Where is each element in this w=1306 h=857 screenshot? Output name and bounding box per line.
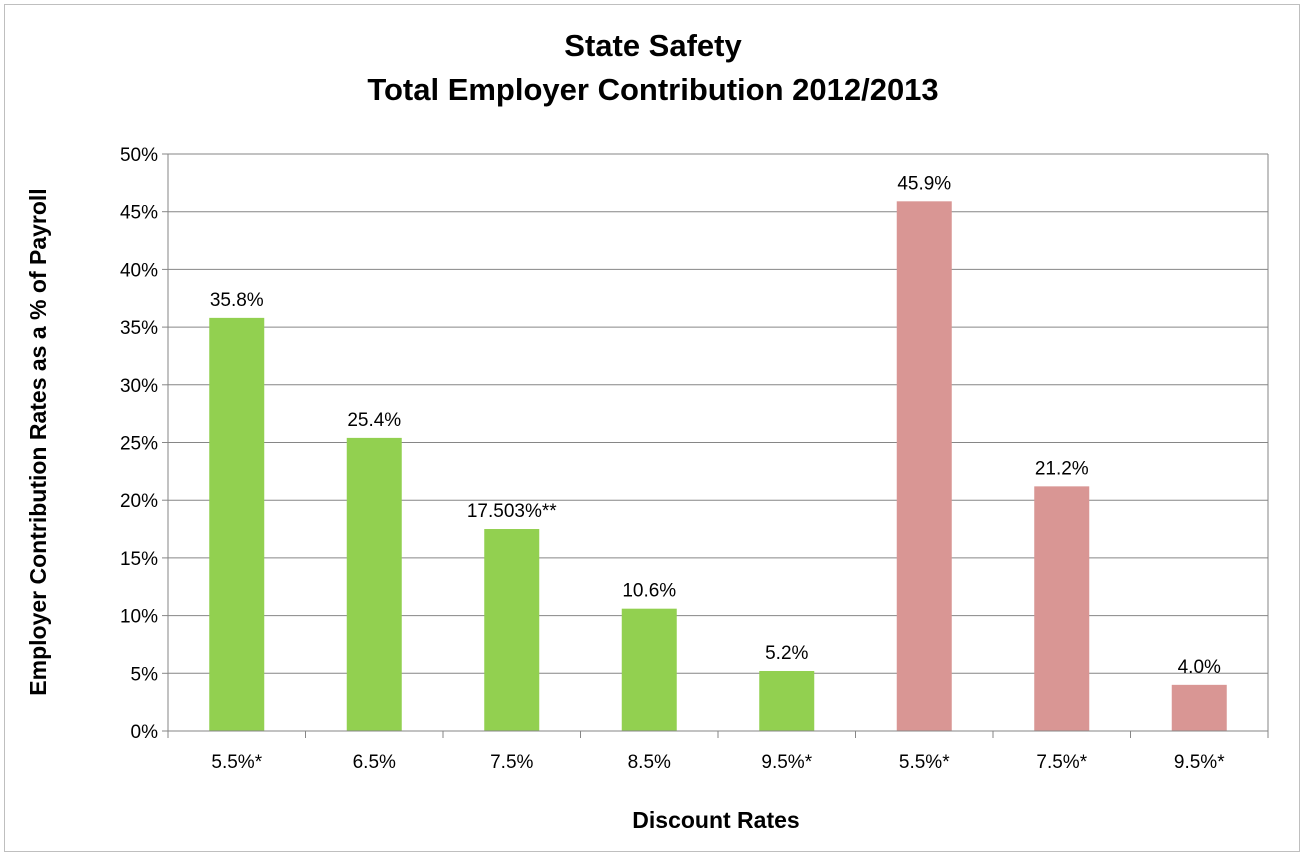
x-tick-label: 5.5%*: [899, 752, 950, 773]
bar: [1171, 684, 1227, 731]
y-tick-label: 0%: [131, 722, 159, 743]
axes: [167, 154, 1269, 738]
bar: [621, 608, 677, 731]
y-tick-label: 50%: [120, 145, 158, 166]
data-label: 10.6%: [622, 581, 676, 602]
data-label: 35.8%: [210, 290, 264, 311]
bar: [209, 317, 265, 731]
bar: [759, 670, 815, 731]
data-label: 25.4%: [347, 410, 401, 431]
x-tick-label: 9.5%*: [761, 752, 812, 773]
chart-title-line-2: Total Employer Contribution 2012/2013: [367, 72, 938, 107]
data-label: 5.2%: [765, 643, 808, 664]
x-tick-label: 5.5%*: [211, 752, 262, 773]
data-label: 4.0%: [1178, 657, 1221, 678]
data-label: 21.2%: [1035, 458, 1089, 479]
y-tick-label: 20%: [120, 491, 158, 512]
bar: [484, 529, 540, 731]
y-tick-label: 30%: [120, 376, 158, 397]
y-tick-label: 10%: [120, 607, 158, 628]
y-tick-label: 40%: [120, 260, 158, 281]
x-tick-labels: 5.5%* 6.5% 7.5% 8.5% 9.5%* 5.5%* 7.5%* 9.5%*: [211, 752, 1225, 773]
bar: [346, 437, 402, 731]
bars: [209, 201, 1227, 732]
y-tick-label: 45%: [120, 203, 158, 224]
x-tick-label: 6.5%: [353, 752, 396, 773]
x-axis-title: Discount Rates: [632, 807, 799, 833]
y-tick-label: 25%: [120, 434, 158, 455]
y-tick-labels: 0% 5% 10% 15% 20% 25% 30% 35% 40% 45% 50%: [120, 145, 158, 743]
bar: [896, 201, 952, 732]
x-tick-label: 7.5%*: [1036, 752, 1087, 773]
y-tick-label: 15%: [120, 549, 158, 570]
data-labels: 35.8% 25.4% 17.503%** 10.6% 5.2% 45.9% 21.2% 4.…: [210, 173, 1221, 678]
x-tick-label: 8.5%: [628, 752, 671, 773]
x-tick-label: 9.5%*: [1174, 752, 1225, 773]
y-axis-title: Employer Contribution Rates as a % of Pa…: [25, 188, 51, 695]
gridlines: [162, 153, 1268, 732]
y-tick-label: 5%: [131, 664, 159, 685]
y-tick-label: 35%: [120, 318, 158, 339]
chart-title-line-1: State Safety: [564, 28, 742, 63]
bar: [1034, 486, 1090, 731]
data-label: 45.9%: [897, 173, 951, 194]
data-label: 17.503%**: [467, 501, 557, 522]
x-tick-label: 7.5%: [490, 752, 533, 773]
